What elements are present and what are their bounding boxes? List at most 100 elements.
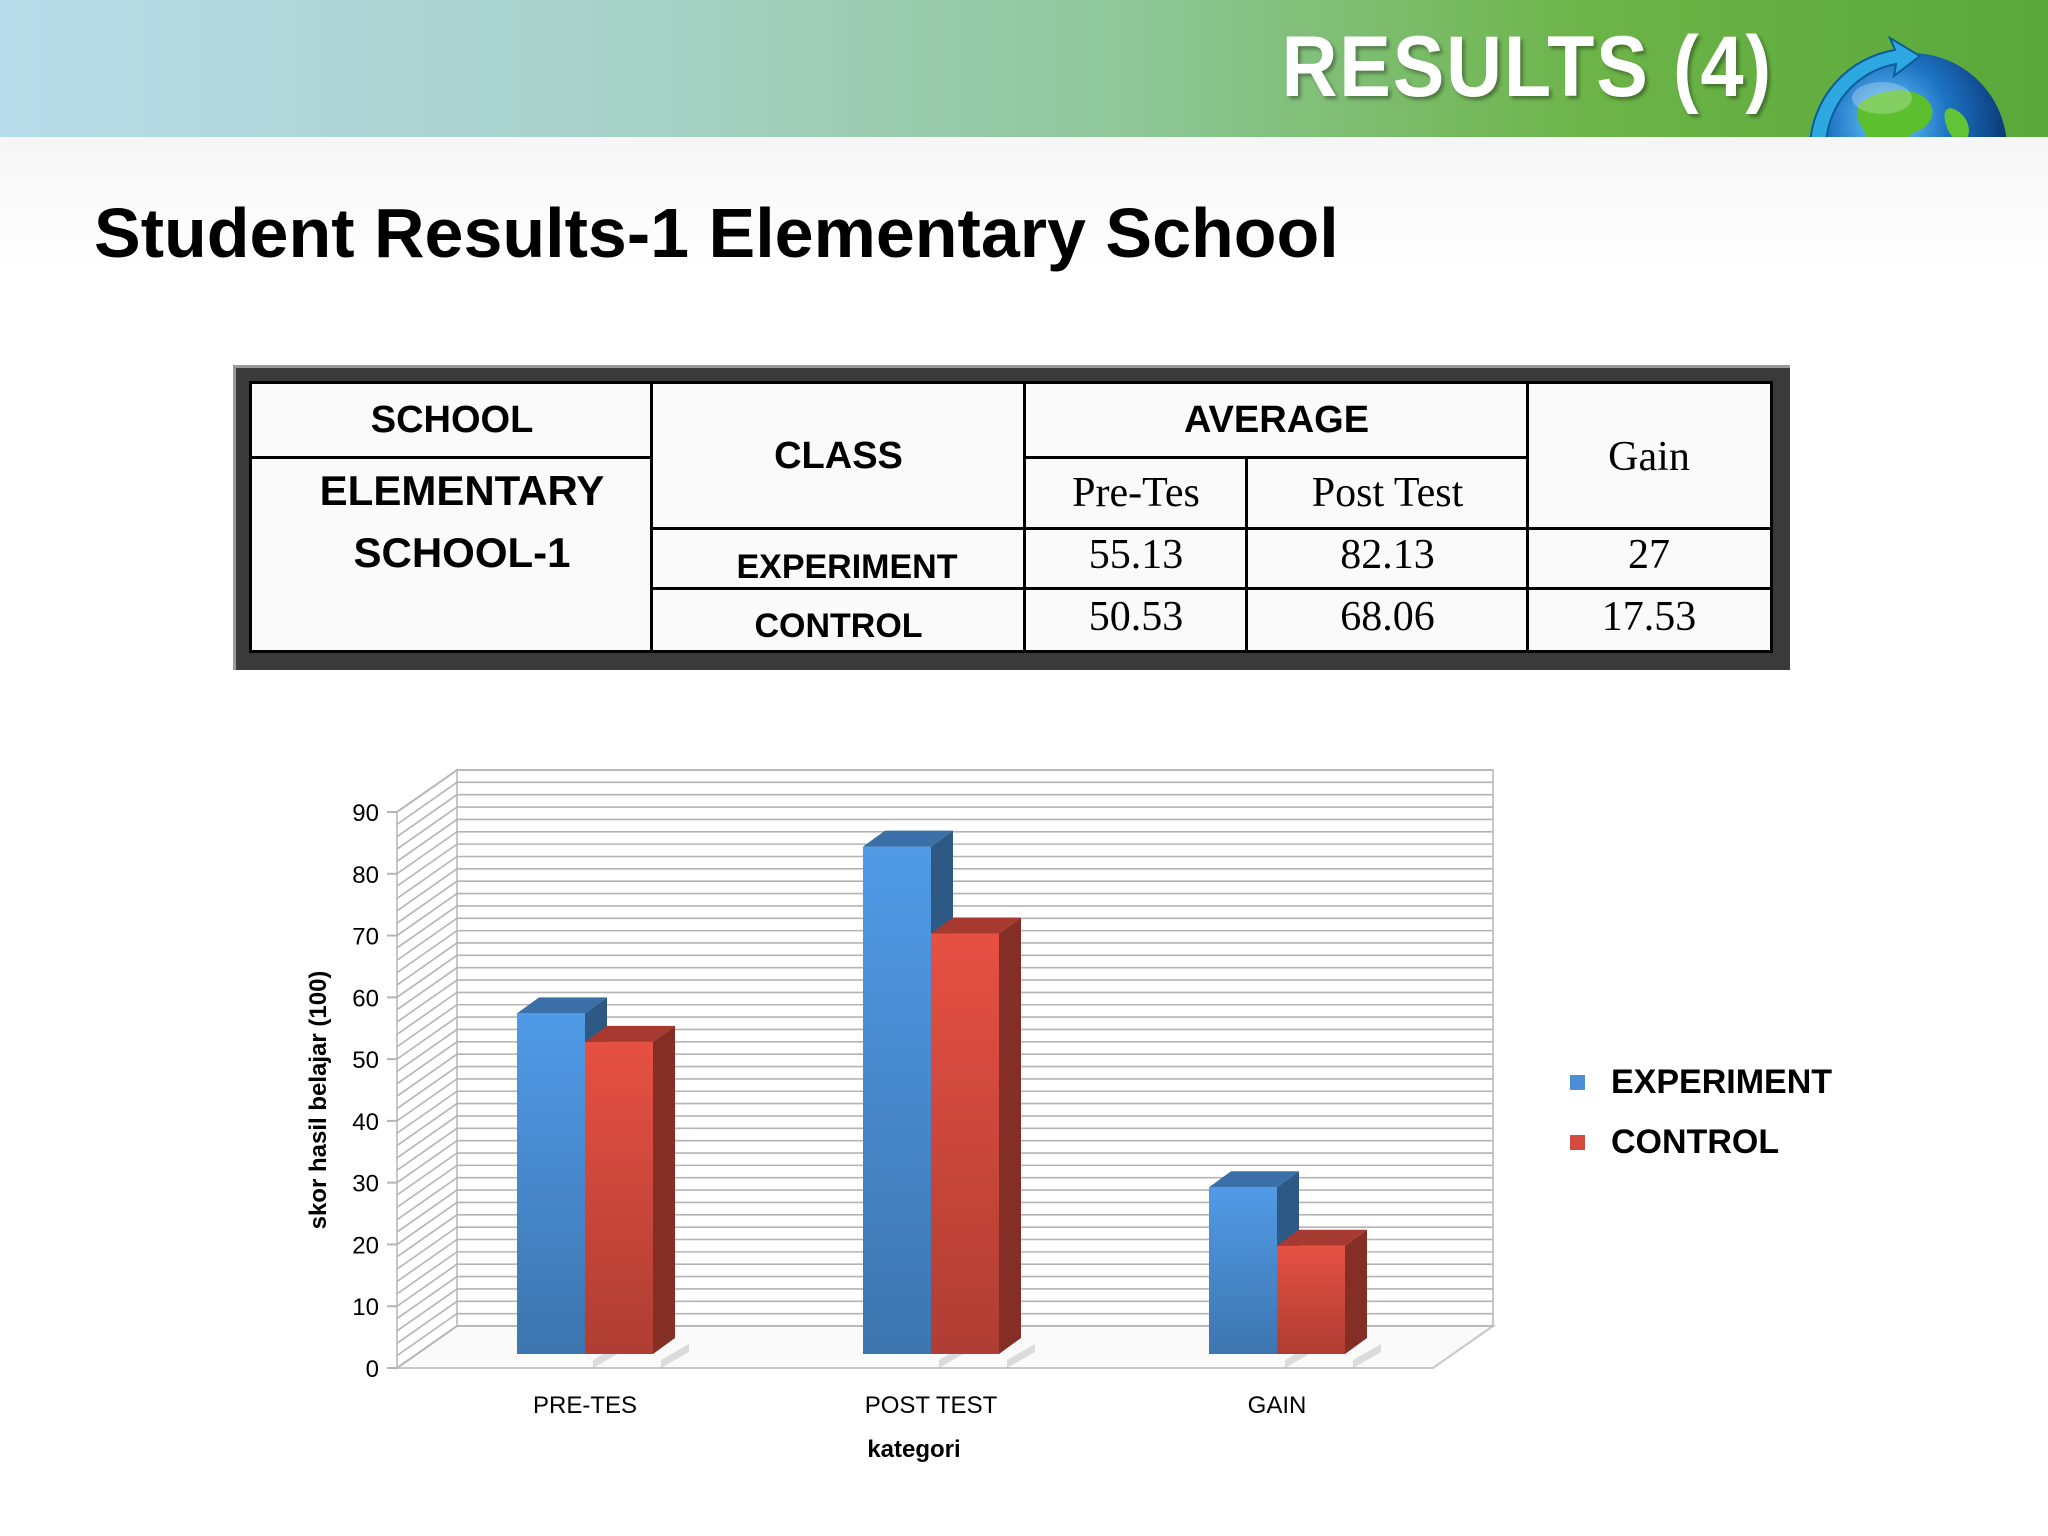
table-divider [1526,384,1529,650]
y-axis-label: skor hasil belajar (100) [305,971,332,1230]
gridline [396,905,1493,949]
bar-side [653,1025,675,1354]
page-title: Student Results-1 Elementary School [94,194,1339,272]
gridline [396,1016,1493,1060]
gridline [396,880,1493,924]
bar [931,933,999,1354]
legend-label-control: CONTROL [1611,1123,1780,1161]
gridline [396,1275,1493,1320]
gridline [396,1065,1493,1110]
gridline [396,855,1493,900]
table-row-class: CONTROL [754,606,923,645]
gridline [396,1115,1493,1159]
bar-shadow [1353,1344,1381,1368]
school-name-line2: SCHOOL-1 [353,529,571,576]
table-row-class: EXPERIMENT [736,547,958,586]
school-name: ELEMENTARY SCHOOL-1 [252,457,672,587]
subtitle-band [0,137,2048,270]
post-test-header: Post Test [1311,470,1464,516]
bar-top [1277,1229,1367,1246]
side-wall [396,768,458,1370]
gridline [396,1053,1493,1097]
bar [517,1013,585,1354]
pre-test-header: Pre-Tes [1072,470,1200,516]
gridline [396,1213,1493,1258]
gridline [396,1226,1493,1270]
class-header: CLASS [774,435,903,477]
y-tick-label: 10 [352,1294,379,1321]
gridline [396,954,1493,998]
y-tick-label: 0 [366,1356,379,1383]
gridline [396,1176,1493,1221]
table-divider [1025,456,1528,459]
table-divider [1023,384,1026,650]
y-tick-label: 90 [352,800,379,827]
legend-item-experiment: EXPERIMENT [1570,1063,1832,1102]
gridline [396,991,1493,1036]
gridline [396,793,1493,838]
legend-swatch-experiment [1570,1075,1585,1090]
gridline [396,942,1493,986]
table-divider [252,456,652,459]
gridline [396,1102,1493,1147]
bar-side [1345,1229,1367,1354]
gridline [396,1238,1493,1283]
table-divider [652,527,1770,530]
y-tick-label: 70 [352,924,379,951]
gridline [396,1003,1493,1048]
table-cell-post: 82.13 [1340,532,1435,578]
gridline [396,1090,1493,1134]
bar-side [999,917,1021,1354]
legend-swatch-control [1570,1135,1585,1150]
gridline [396,806,1493,850]
bar [1209,1187,1277,1354]
gridline [396,1078,1493,1122]
y-tick-label: 50 [352,1047,379,1074]
table-cell-pre: 50.53 [1088,593,1184,640]
x-axis-label: kategori [867,1436,960,1463]
gridline [396,830,1493,875]
results-table: SCHOOL CLASS AVERAGE Gain Pre-Tes Post T… [233,365,1790,670]
bar [1277,1245,1345,1354]
table-divider [652,587,1770,590]
gridline [396,1139,1493,1184]
x-tick-label: PRE-TES [533,1392,637,1419]
bar-shadow [1007,1344,1035,1368]
gridline [396,1028,1493,1073]
gridline [396,1300,1493,1344]
gridline [396,1164,1493,1209]
gridline [396,979,1493,1023]
y-tick-label: 20 [352,1232,379,1259]
bar [585,1041,653,1354]
x-tick-label: GAIN [1248,1392,1307,1419]
table-cell-gain: 27 [1628,532,1670,578]
table-cell-pre: 55.13 [1088,532,1184,578]
table-cell-post: 68.06 [1340,593,1435,640]
school-header: SCHOOL [370,399,534,441]
x-tick-label: POST TEST [865,1392,998,1419]
gridline [396,1251,1493,1295]
gridline [396,1312,1493,1357]
gridline [396,917,1493,961]
gridline [396,966,1493,1011]
gridline [396,1152,1493,1196]
title-banner [0,0,2048,137]
banner-title: RESULTS (4) [1281,19,1773,115]
legend-label-experiment: EXPERIMENT [1611,1063,1833,1101]
gridline [396,1189,1493,1233]
bar-chart: 0 10 20 30 40 50 60 70 80 90 skor hasil belajar (1… [305,768,1497,1463]
gridline [396,1041,1493,1085]
gridline [396,818,1493,863]
gridline [396,892,1493,937]
gridline [396,1201,1493,1246]
gridline [396,1325,1493,1369]
gridline [396,843,1493,887]
results-table-body: SCHOOL CLASS AVERAGE Gain Pre-Tes Post T… [249,381,1773,653]
gridline [396,781,1493,826]
gridline [396,929,1493,974]
gridline [396,1288,1493,1332]
gridline [396,1263,1493,1307]
y-tick-label: 30 [352,1171,379,1198]
table-divider [1245,457,1248,650]
bar-top [517,997,607,1014]
